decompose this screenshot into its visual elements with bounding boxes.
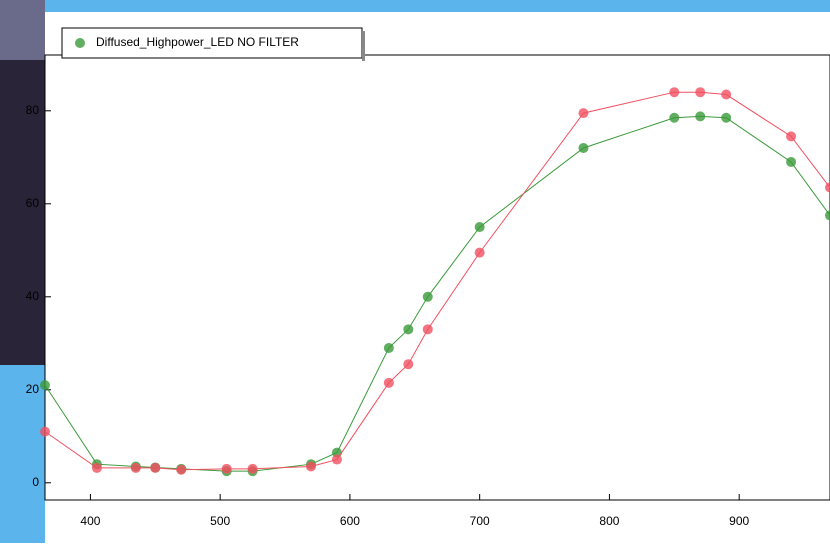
data-point bbox=[403, 324, 414, 335]
data-point bbox=[422, 291, 433, 302]
data-point bbox=[721, 89, 732, 100]
x-tick-label: 600 bbox=[340, 514, 360, 528]
legend-shadow bbox=[362, 31, 365, 61]
data-point bbox=[91, 462, 102, 473]
data-point bbox=[474, 247, 485, 258]
x-tick-label: 500 bbox=[210, 514, 230, 528]
x-tick-label: 800 bbox=[599, 514, 619, 528]
data-point bbox=[669, 87, 680, 98]
data-point bbox=[40, 426, 50, 437]
data-point bbox=[825, 210, 830, 221]
data-point bbox=[786, 156, 797, 167]
data-point bbox=[403, 359, 414, 370]
data-point bbox=[721, 112, 732, 123]
chart-panel bbox=[45, 12, 830, 543]
data-point bbox=[474, 222, 485, 233]
data-point bbox=[383, 342, 394, 353]
data-point bbox=[40, 380, 50, 391]
data-point bbox=[331, 454, 342, 465]
side-image bbox=[0, 0, 45, 365]
legend-marker bbox=[75, 38, 85, 48]
data-point bbox=[247, 463, 258, 474]
data-point bbox=[825, 182, 830, 193]
data-point bbox=[176, 464, 187, 475]
data-point bbox=[695, 87, 706, 98]
data-point bbox=[578, 142, 589, 153]
y-tick-label: 60 bbox=[26, 196, 40, 210]
y-tick-label: 20 bbox=[26, 382, 40, 396]
legend-label: Diffused_Highpower_LED NO FILTER bbox=[96, 35, 299, 49]
data-point bbox=[305, 461, 316, 472]
data-point bbox=[669, 112, 680, 123]
data-point bbox=[221, 463, 232, 474]
x-tick-label: 900 bbox=[729, 514, 749, 528]
plot-frame bbox=[44, 54, 830, 501]
data-point bbox=[422, 324, 433, 335]
y-tick-label: 0 bbox=[32, 475, 39, 489]
data-point bbox=[786, 131, 797, 142]
legend-box bbox=[61, 27, 363, 59]
data-point bbox=[383, 377, 394, 388]
y-tick-label: 40 bbox=[26, 289, 40, 303]
x-tick-label: 700 bbox=[470, 514, 490, 528]
data-point bbox=[130, 462, 141, 473]
y-tick-label: 80 bbox=[26, 103, 40, 117]
data-point bbox=[695, 111, 706, 122]
x-tick-label: 400 bbox=[80, 514, 100, 528]
legend bbox=[61, 27, 365, 61]
side-image-top bbox=[0, 0, 45, 60]
data-point bbox=[578, 108, 589, 119]
data-point bbox=[150, 462, 161, 473]
